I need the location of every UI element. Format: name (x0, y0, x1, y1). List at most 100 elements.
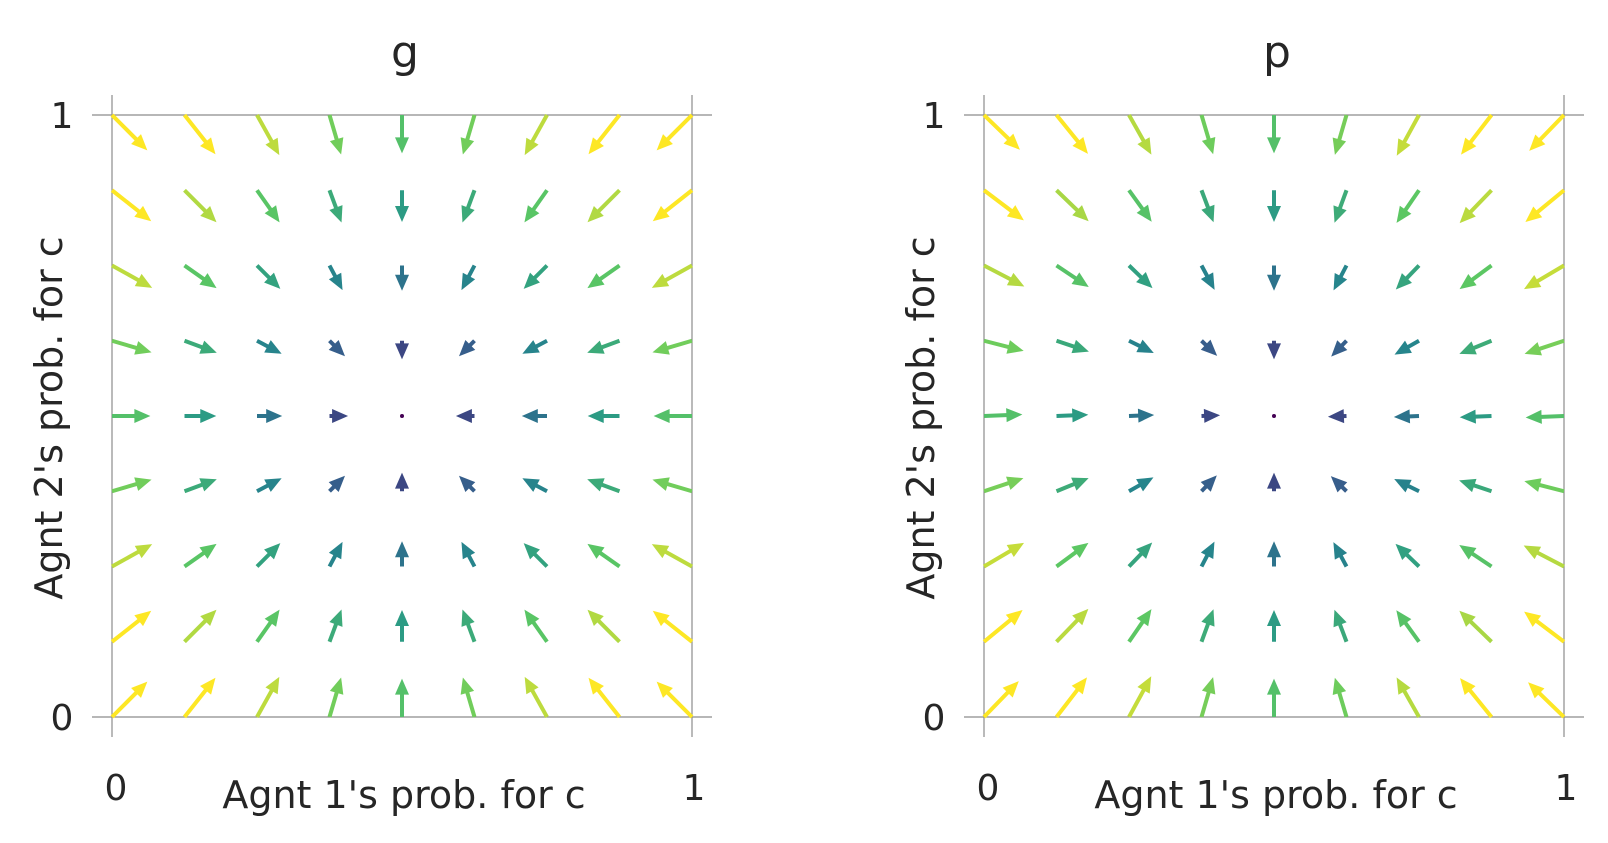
quiver-arrow-head (521, 409, 538, 423)
quiver-arrow-head (459, 475, 476, 493)
quiver-arrow-head (134, 341, 152, 355)
quiver-arrow-head (1006, 272, 1025, 287)
quiver-arrow-head (134, 477, 152, 491)
quiver-arrow-head (587, 340, 605, 354)
panel-title: g (391, 27, 419, 78)
quiver-arrow-shaft (982, 546, 1017, 569)
quiver-arrow-shaft (1533, 687, 1566, 719)
quiver-arrow-head (1005, 609, 1023, 626)
quiver-arrow-head (131, 681, 148, 698)
quiver-arrow-head (1330, 476, 1348, 493)
quiver-arrow-head (264, 340, 282, 354)
quiver-arrow-head (1006, 340, 1024, 354)
quiver-arrow-head (1528, 682, 1545, 699)
quiver-arrow-head (1071, 677, 1088, 695)
quiver-arrow-head (200, 677, 216, 695)
quiver-arrow-head (1460, 137, 1477, 155)
quiver-arrow-head (1525, 206, 1543, 223)
quiver-arrow-head (1524, 342, 1542, 356)
quiver-arrow-head (1072, 608, 1089, 626)
quiver-arrow-head (329, 205, 343, 223)
quiver-arrow-head (522, 340, 540, 354)
quiver-arrow-head (395, 609, 409, 626)
quiver-arrow-head (588, 137, 604, 155)
quiver-arrow-head (652, 205, 670, 222)
quiver-arrow-shaft (1054, 684, 1083, 719)
quiver-arrow-head (1267, 678, 1281, 695)
quiver-arrow-head (1201, 609, 1215, 627)
quiver-arrow-head (1267, 137, 1281, 154)
y-tick-label: 0 (923, 698, 946, 739)
quiver-arrow-head (395, 472, 409, 489)
quiver-arrow-shaft (982, 188, 1018, 216)
quiver-arrow-shaft (1399, 114, 1421, 148)
quiver-arrow-head (1395, 273, 1412, 290)
quiver-arrow-head (1396, 677, 1411, 695)
quiver-arrow-head (134, 205, 152, 222)
quiver-arrow-head (1071, 477, 1089, 491)
quiver-arrow-head (264, 272, 281, 289)
quiver-arrow-head (460, 677, 475, 695)
quiver-arrow-head (1203, 408, 1221, 423)
quiver-arrow-head (1394, 340, 1412, 355)
quiver-arrow-head (1200, 475, 1217, 492)
quiver-arrow-head (1072, 408, 1089, 423)
quiver-arrow-head (1006, 542, 1025, 558)
y-axis-label: Agnt 2's prob. for c (27, 236, 71, 599)
quiver-arrow-head (134, 273, 153, 288)
quiver-arrow-head (1136, 477, 1154, 492)
quiver-arrow-shaft (182, 684, 211, 719)
quiver-arrow-head (1006, 408, 1023, 423)
quiver-arrow-head (1201, 677, 1216, 695)
quiver-arrow-head (1071, 542, 1089, 559)
quiver-arrow-head (1200, 339, 1218, 356)
y-tick-label: 0 (51, 698, 74, 739)
quiver-arrow-head (1002, 681, 1019, 698)
quiver-arrow-shaft (110, 113, 142, 145)
quiver-arrow-shaft (1465, 113, 1494, 148)
quiver-arrow-head (1523, 545, 1542, 560)
quiver-arrow-head (1459, 206, 1476, 224)
quiver-arrow (400, 414, 404, 418)
quiver-arrow-head (329, 609, 343, 627)
quiver-arrow-head (460, 137, 475, 155)
quiver-arrow-head (656, 681, 673, 698)
quiver-arrow-head (459, 339, 476, 357)
quiver-arrow-head (523, 272, 540, 289)
quiver-arrow-head (1136, 609, 1152, 627)
quiver-arrow-shaft (593, 684, 622, 719)
quiver-arrow-shaft (662, 113, 694, 145)
quiver-arrow-head (1201, 204, 1215, 223)
quiver-arrow-head (329, 677, 344, 695)
quiver-arrow-head (1267, 343, 1281, 360)
quiver-arrow-shaft (1054, 113, 1084, 148)
quiver-arrow-head (1459, 478, 1477, 493)
quiver-arrow-head (328, 272, 343, 291)
quiver-arrow-head (1459, 273, 1477, 290)
quiver-arrow-head (332, 409, 349, 423)
quiver-arrow-shaft (182, 113, 211, 148)
quiver-arrow-shaft (1531, 263, 1566, 286)
quiver-arrow-head (1396, 138, 1411, 156)
quiver-arrow-head (524, 205, 540, 223)
quiver-arrow-head (587, 273, 605, 289)
quiver-arrow-head (1524, 611, 1542, 627)
quiver-arrow-shaft (1534, 113, 1566, 146)
quiver-arrow-head (1137, 137, 1152, 155)
panel-g: g 1 0 0 1 Agnt 1's prob. for c Agnt 2's … (27, 27, 712, 817)
quiver-arrow (1272, 414, 1276, 418)
quiver-arrow-head (264, 609, 280, 627)
quiver-arrow-head (587, 543, 605, 559)
quiver-arrow-head (1332, 677, 1347, 696)
quiver-arrow-head (587, 409, 604, 423)
quiver-arrow-shaft (593, 113, 622, 148)
quiver-arrow-head (264, 543, 281, 560)
quiver-arrow-head (1460, 678, 1476, 695)
quiver-arrow-head (328, 541, 343, 560)
quiver-arrow-head (1267, 206, 1281, 223)
quiver-arrow-head (264, 205, 280, 223)
quiver-arrow-head (1267, 609, 1281, 626)
quiver-arrow-head (264, 478, 282, 492)
quiver-arrow-head (1200, 272, 1215, 290)
quiver-arrow-head (1523, 274, 1542, 290)
